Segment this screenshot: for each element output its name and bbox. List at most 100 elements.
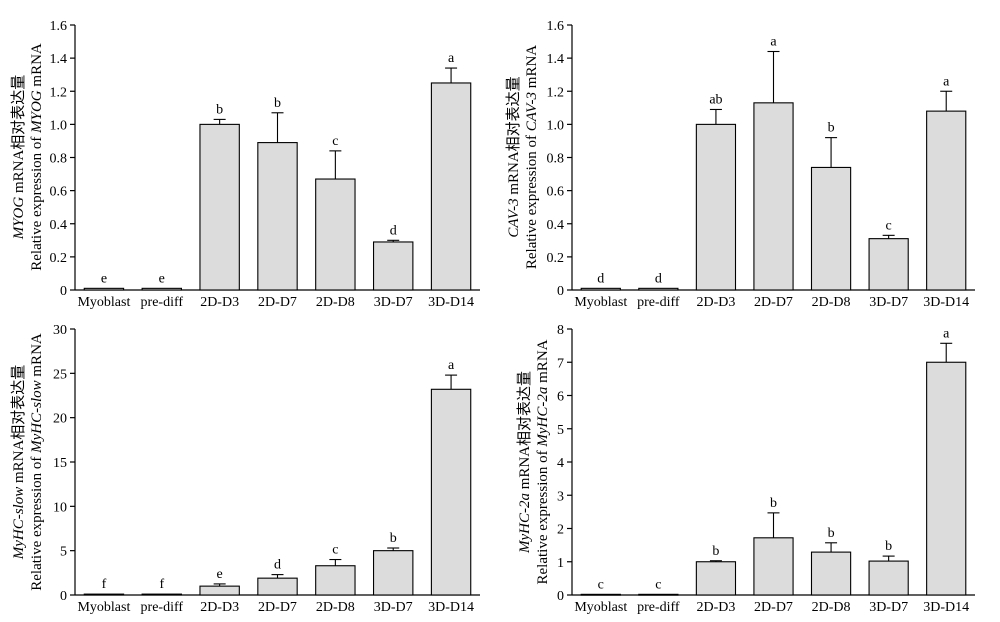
y-tick-label: 0.6 bbox=[50, 185, 68, 200]
x-tick-label: 3D-D14 bbox=[428, 600, 474, 615]
y-axis-label-gene: MYOG bbox=[29, 90, 45, 134]
significance-letter: c bbox=[598, 577, 604, 592]
y-tick-label: 5 bbox=[557, 423, 564, 438]
y-axis-label-gene: MyHC-2a bbox=[535, 387, 551, 448]
bar bbox=[926, 361, 967, 596]
x-tick-label: 2D-D7 bbox=[754, 295, 793, 310]
x-tick-label: 3D-D14 bbox=[923, 295, 969, 310]
significance-letter: b bbox=[828, 526, 835, 541]
significance-letter: e bbox=[159, 271, 165, 286]
x-tick-label: 3D-D7 bbox=[374, 295, 413, 310]
significance-letter: b bbox=[216, 102, 223, 117]
bar bbox=[372, 241, 414, 291]
y-tick-label: 0.2 bbox=[547, 251, 565, 266]
y-tick-label: 1 bbox=[557, 556, 564, 571]
significance-letter: b bbox=[828, 121, 835, 136]
y-axis-label: MyHC-slow mRNA相对表达量 bbox=[10, 365, 27, 561]
y-axis-label-text: Relative expression of bbox=[524, 131, 540, 269]
x-tick-label: Myoblast bbox=[574, 600, 627, 615]
x-tick-label: 3D-D7 bbox=[374, 600, 413, 615]
y-axis-label-text: mRNA bbox=[29, 333, 45, 380]
x-tick-label: 3D-D7 bbox=[869, 295, 908, 310]
x-tick-label: pre-diff bbox=[141, 295, 184, 310]
y-tick-label: 1.4 bbox=[50, 52, 68, 67]
chart-panel-myog: 0 0.2 0.4 0.6 0.8 1.0 1.2 1.4 1.6 e Myoblast e pre-d… bbox=[10, 19, 480, 310]
x-tick-label: pre-diff bbox=[637, 295, 680, 310]
y-tick-label: 0 bbox=[60, 589, 67, 604]
x-tick-label: 2D-D7 bbox=[258, 600, 297, 615]
y-tick-label: 0 bbox=[60, 284, 67, 299]
bar bbox=[141, 593, 183, 596]
y-tick-label: 8 bbox=[557, 323, 564, 338]
x-tick-label: Myoblast bbox=[77, 600, 130, 615]
bar bbox=[372, 550, 414, 596]
y-axis-label-gene: MyHC-2a bbox=[517, 493, 533, 554]
y-axis-label-text: Relative expression of bbox=[29, 133, 45, 271]
y-tick-label: 30 bbox=[53, 323, 67, 338]
significance-letter: c bbox=[332, 543, 338, 558]
y-tick-label: 15 bbox=[53, 456, 67, 471]
significance-letter: a bbox=[943, 74, 950, 89]
x-tick-label: 3D-D14 bbox=[428, 295, 474, 310]
bar bbox=[315, 565, 356, 596]
significance-letter: d bbox=[655, 271, 662, 286]
bar bbox=[926, 110, 967, 291]
x-tick-label: 2D-D8 bbox=[316, 295, 355, 310]
x-tick-label: 2D-D3 bbox=[696, 600, 735, 615]
y-tick-label: 20 bbox=[53, 412, 67, 427]
bar bbox=[753, 537, 794, 596]
y-tick-label: 0.4 bbox=[547, 218, 565, 233]
significance-letter: ab bbox=[709, 92, 722, 107]
bar bbox=[430, 82, 472, 291]
y-tick-label: 1.6 bbox=[547, 19, 565, 34]
y-axis-label: Relative expression of MyHC-2a mRNA bbox=[535, 339, 551, 584]
y-tick-label: 0.8 bbox=[50, 152, 68, 167]
significance-letter: b bbox=[885, 539, 892, 554]
x-tick-label: 2D-D3 bbox=[200, 295, 239, 310]
bar bbox=[141, 287, 183, 291]
bar bbox=[868, 238, 909, 291]
y-axis-label: Relative expression of MYOG mRNA bbox=[29, 43, 45, 271]
y-tick-label: 1.2 bbox=[50, 85, 68, 100]
significance-letter: b bbox=[770, 496, 777, 511]
chart-panel-myhc-2a: 0 1 2 3 4 5 6 7 8 c Myoblast c pre-diff b 2D-D3 b 2D-D7 b… bbox=[516, 323, 975, 615]
y-tick-label: 4 bbox=[557, 456, 564, 471]
y-tick-label: 0.2 bbox=[50, 251, 68, 266]
x-tick-label: Myoblast bbox=[574, 295, 627, 310]
y-axis-label-text: mRNA相对表达量 bbox=[10, 75, 27, 197]
bar bbox=[868, 560, 909, 596]
y-axis-label-gene: MyHC-slow bbox=[29, 380, 45, 454]
significance-letter: c bbox=[332, 134, 338, 149]
bar bbox=[810, 166, 852, 291]
bar bbox=[199, 585, 240, 596]
y-tick-label: 0.8 bbox=[547, 152, 565, 167]
y-axis-label-gene: MYOG bbox=[11, 197, 27, 241]
x-tick-label: 2D-D8 bbox=[812, 600, 851, 615]
y-tick-label: 2 bbox=[557, 523, 564, 538]
bar bbox=[315, 178, 356, 291]
y-axis-label: Relative expression of CAV-3 mRNA bbox=[524, 45, 540, 269]
bar bbox=[257, 142, 298, 291]
bar bbox=[430, 388, 472, 596]
bar bbox=[695, 123, 737, 291]
x-tick-label: 2D-D3 bbox=[200, 600, 239, 615]
y-axis-label-text: mRNA bbox=[535, 339, 551, 386]
y-tick-label: 1.6 bbox=[50, 19, 68, 34]
significance-letter: d bbox=[390, 223, 397, 238]
bar bbox=[753, 102, 794, 291]
bar bbox=[638, 287, 679, 291]
y-axis-label-text: Relative expression of bbox=[29, 453, 45, 591]
significance-letter: a bbox=[448, 358, 455, 373]
significance-letter: b bbox=[712, 544, 719, 559]
y-axis-label-text: mRNA相对表达量 bbox=[10, 365, 27, 487]
y-tick-label: 25 bbox=[53, 367, 67, 382]
y-axis-label-text: Relative expression of bbox=[535, 447, 551, 585]
significance-letter: c bbox=[655, 577, 661, 592]
significance-letter: a bbox=[943, 326, 950, 341]
bar bbox=[695, 561, 737, 596]
y-axis-label: MYOG mRNA相对表达量 bbox=[10, 75, 27, 241]
y-tick-label: 0.4 bbox=[50, 218, 68, 233]
y-axis-label-text: mRNA bbox=[524, 45, 540, 92]
